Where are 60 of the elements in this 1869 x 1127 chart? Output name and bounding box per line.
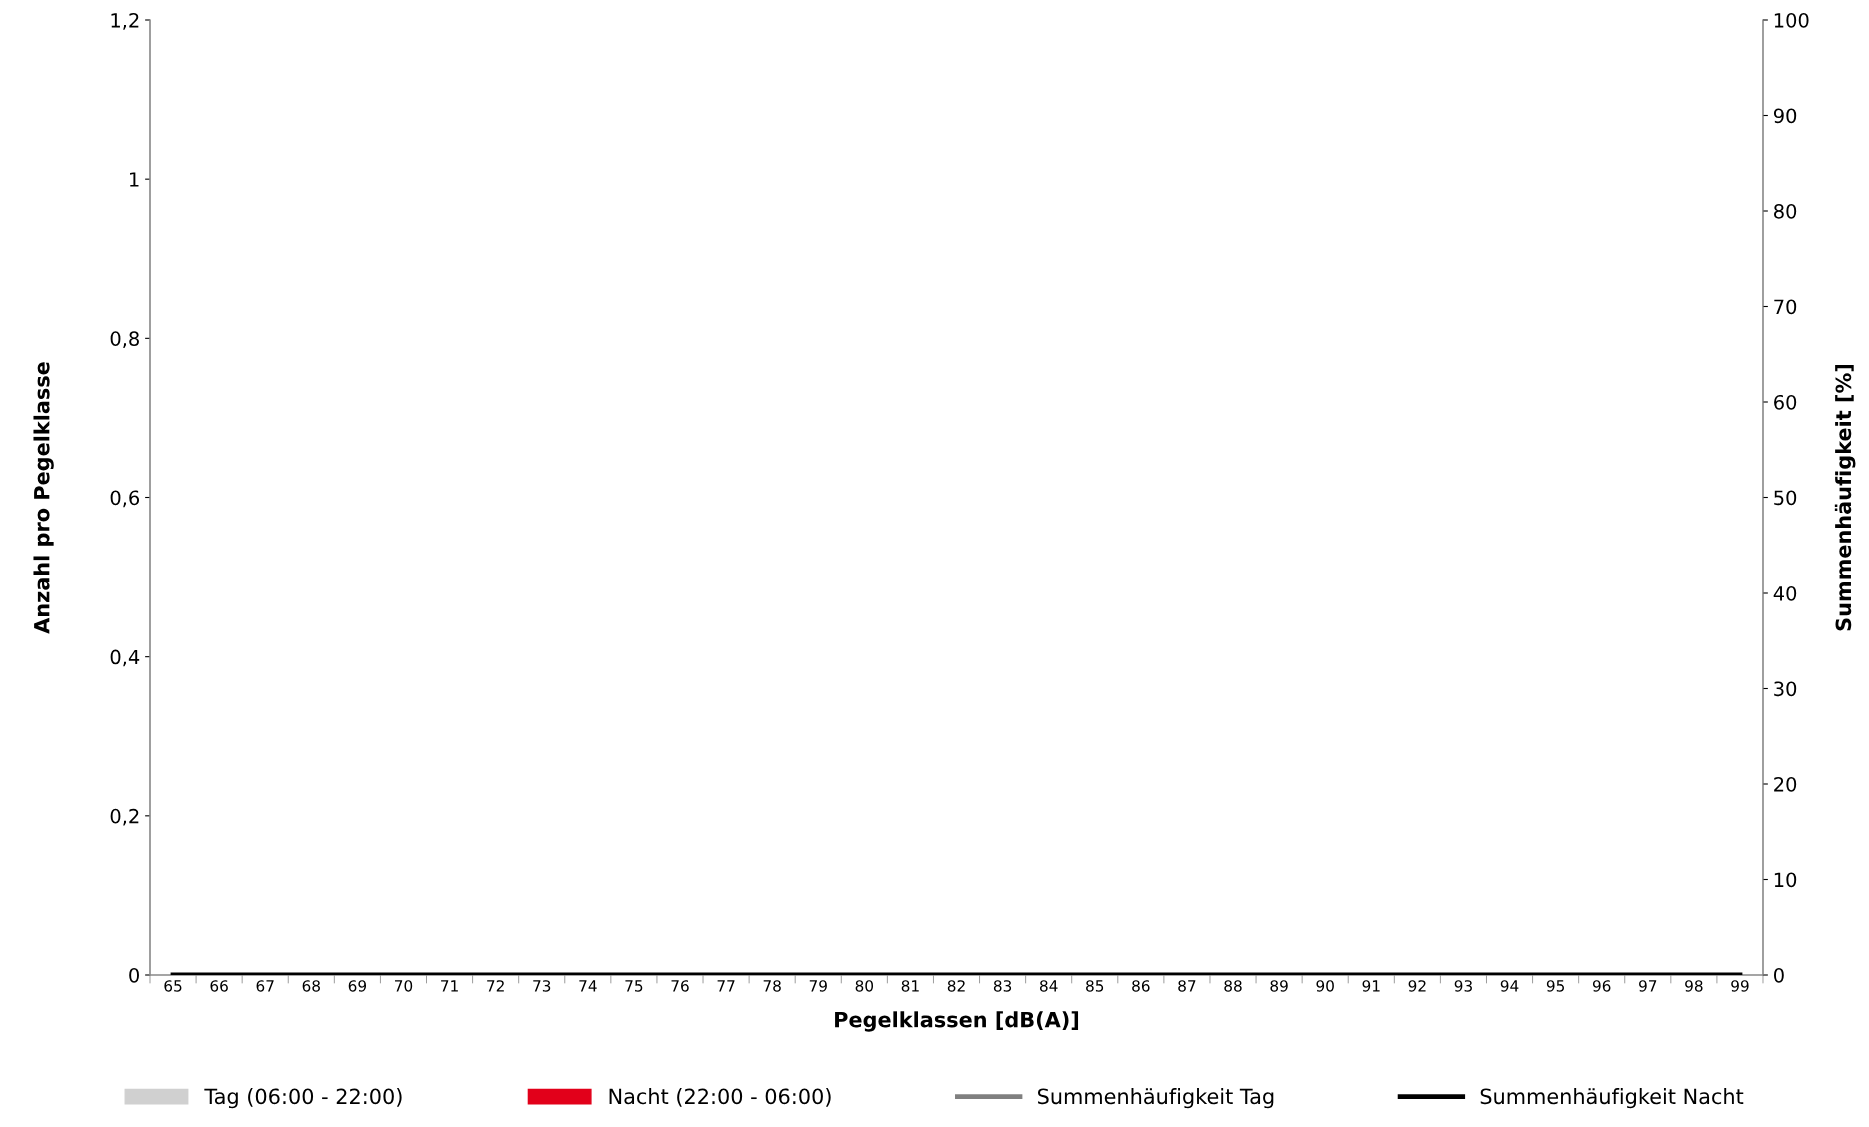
x-axis-title: Pegelklassen [dB(A)] bbox=[835, 1011, 1079, 1032]
x-tick-label: 78 bbox=[763, 980, 781, 992]
y2-tick-label: 50 bbox=[1774, 490, 1797, 506]
x-tick-label: 77 bbox=[717, 980, 735, 992]
x-tick-label: 69 bbox=[348, 980, 367, 992]
x-tick-label: 70 bbox=[395, 980, 413, 992]
x-tick-label: 91 bbox=[1362, 980, 1380, 992]
y-tick-label: 0,8 bbox=[110, 331, 139, 348]
y2-tick-label: 10 bbox=[1774, 872, 1797, 888]
y2-tick-label: 100 bbox=[1774, 12, 1809, 28]
y-tick-label: 0 bbox=[129, 967, 139, 983]
x-tick-label: 88 bbox=[1224, 980, 1242, 992]
x-tick-label: 97 bbox=[1639, 980, 1657, 992]
x-tick-label: 85 bbox=[1086, 980, 1104, 992]
y2-axis-title: Summenhäufigkeit [%] bbox=[1834, 364, 1856, 631]
legend-label: Tag (06:00 - 22:00) bbox=[204, 1088, 402, 1109]
y2-tick-label: 80 bbox=[1774, 203, 1797, 219]
x-tick-label: 93 bbox=[1454, 980, 1472, 992]
y-tick-label: 1,2 bbox=[111, 12, 139, 30]
x-tick-label: 65 bbox=[164, 980, 182, 992]
x-tick-label: 84 bbox=[1039, 980, 1058, 992]
y-axis-title: Anzahl pro Pegelklasse bbox=[33, 362, 54, 634]
y-tick-label: 0,4 bbox=[110, 649, 140, 667]
x-tick-label: 76 bbox=[671, 980, 689, 992]
y2-tick-label: 90 bbox=[1773, 108, 1797, 124]
x-tick-label: 98 bbox=[1685, 980, 1703, 992]
x-tick-label: 82 bbox=[947, 980, 965, 992]
x-tick-label: 79 bbox=[809, 980, 827, 992]
x-tick-label: 86 bbox=[1132, 980, 1150, 992]
y2-tick-label: 0 bbox=[1774, 967, 1784, 983]
x-tick-label: 81 bbox=[901, 980, 919, 992]
x-tick-label: 67 bbox=[256, 980, 274, 992]
x-tick-label: 94 bbox=[1500, 980, 1519, 992]
y-tick-label: 1 bbox=[130, 172, 139, 187]
legend-label: Nacht (22:00 - 06:00) bbox=[609, 1088, 831, 1107]
x-tick-label: 74 bbox=[579, 980, 597, 992]
x-tick-label: 66 bbox=[210, 980, 228, 992]
x-tick-label: 73 bbox=[533, 980, 551, 992]
y2-tick-label: 30 bbox=[1774, 681, 1797, 697]
x-tick-label: 90 bbox=[1316, 980, 1334, 992]
x-tick-label: 92 bbox=[1408, 980, 1426, 992]
x-tick-label: 89 bbox=[1270, 980, 1288, 992]
x-tick-label: 87 bbox=[1178, 980, 1196, 992]
y2-tick-label: 40 bbox=[1773, 585, 1797, 601]
x-tick-label: 99 bbox=[1731, 980, 1749, 992]
y2-tick-label: 60 bbox=[1774, 394, 1797, 410]
y2-tick-label: 20 bbox=[1774, 776, 1797, 792]
y-tick-label: 0,2 bbox=[110, 808, 139, 826]
x-tick-label: 96 bbox=[1592, 980, 1611, 992]
x-tick-label: 75 bbox=[625, 980, 643, 992]
x-tick-label: 95 bbox=[1546, 980, 1564, 992]
y-tick-label: 0,6 bbox=[110, 490, 140, 508]
legend-label: Summenhäufigkeit Nacht bbox=[1480, 1088, 1744, 1109]
legend-label: Summenhäufigkeit Tag bbox=[1037, 1088, 1274, 1109]
x-tick-label: 68 bbox=[302, 980, 320, 992]
y2-tick-label: 70 bbox=[1774, 299, 1797, 315]
x-tick-label: 72 bbox=[487, 980, 504, 992]
x-tick-label: 83 bbox=[993, 980, 1012, 992]
x-tick-label: 80 bbox=[855, 980, 874, 992]
x-tick-label: 71 bbox=[441, 980, 458, 992]
